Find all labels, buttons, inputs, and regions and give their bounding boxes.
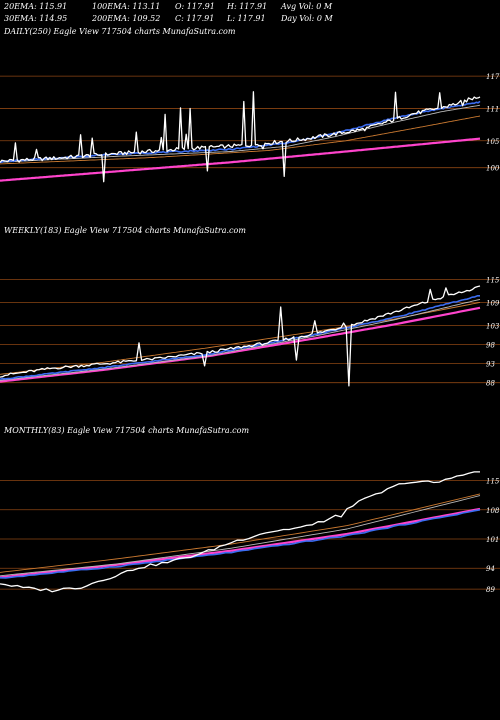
y-tick-label: 93	[486, 361, 495, 369]
series-line-price	[0, 471, 480, 593]
header-low: L: 117.91	[226, 14, 266, 23]
header-avg-vol: Avg Vol: 0 M	[280, 2, 333, 11]
y-tick-label: 94	[486, 565, 495, 573]
series-line-ema_mid	[0, 298, 481, 381]
y-tick-label: 105	[486, 138, 500, 146]
daily-chart: 117 111 105 100	[0, 73, 500, 183]
y-tick-label: 89	[486, 586, 495, 594]
series-line-ema_200	[0, 507, 481, 579]
header-open: O: 117.91	[175, 2, 215, 11]
weekly-chart: 115 109 103 98 93 88	[0, 276, 500, 388]
header-ema200: 200EMA: 109.52	[91, 14, 160, 23]
monthly-chart: 115 108 101 94 89	[0, 471, 500, 594]
y-tick-label: 101	[486, 536, 499, 544]
header-day-vol: Day Vol: 0 M	[280, 14, 334, 23]
monthly-chart-title: MONTHLY(83) Eagle View 717504 charts Mun…	[3, 426, 249, 435]
y-tick-label: 88	[486, 380, 495, 388]
header-high: H: 117.91	[226, 2, 267, 11]
header-info: 20EMA: 115.91 100EMA: 113.11 O: 117.91 H…	[3, 2, 334, 23]
series-line-ema_fast	[0, 509, 481, 579]
series-line-ema_slow	[0, 115, 481, 165]
series-line-ema_fast	[0, 295, 480, 381]
y-tick-label: 108	[486, 507, 500, 515]
weekly-chart-title: WEEKLY(183) Eagle View 717504 charts Mun…	[4, 226, 246, 235]
header-ema30: 30EMA: 114.95	[4, 14, 67, 23]
y-tick-label: 111	[486, 105, 499, 113]
series-line-ema_200	[0, 306, 481, 383]
series-line-ema_mid	[0, 104, 481, 163]
series-line-ema_slow	[0, 493, 481, 573]
series-line-ema_200	[0, 137, 481, 182]
y-tick-label: 100	[486, 165, 500, 173]
series-line-price	[0, 91, 481, 183]
y-tick-label: 109	[486, 299, 500, 307]
daily-chart-title: DAILY(250) Eagle View 717504 charts Muna…	[3, 27, 236, 36]
series-line-ema_mid	[0, 495, 481, 577]
series-line-price	[0, 285, 481, 387]
y-tick-label: 117	[486, 73, 500, 81]
y-tick-label: 115	[486, 276, 500, 284]
y-tick-label: 103	[486, 322, 500, 330]
header-ema100: 100EMA: 113.11	[92, 2, 160, 11]
header-close: C: 117.91	[175, 14, 214, 23]
y-tick-label: 98	[486, 341, 495, 349]
header-ema20: 20EMA: 115.91	[3, 2, 67, 11]
y-tick-label: 115	[486, 478, 500, 486]
